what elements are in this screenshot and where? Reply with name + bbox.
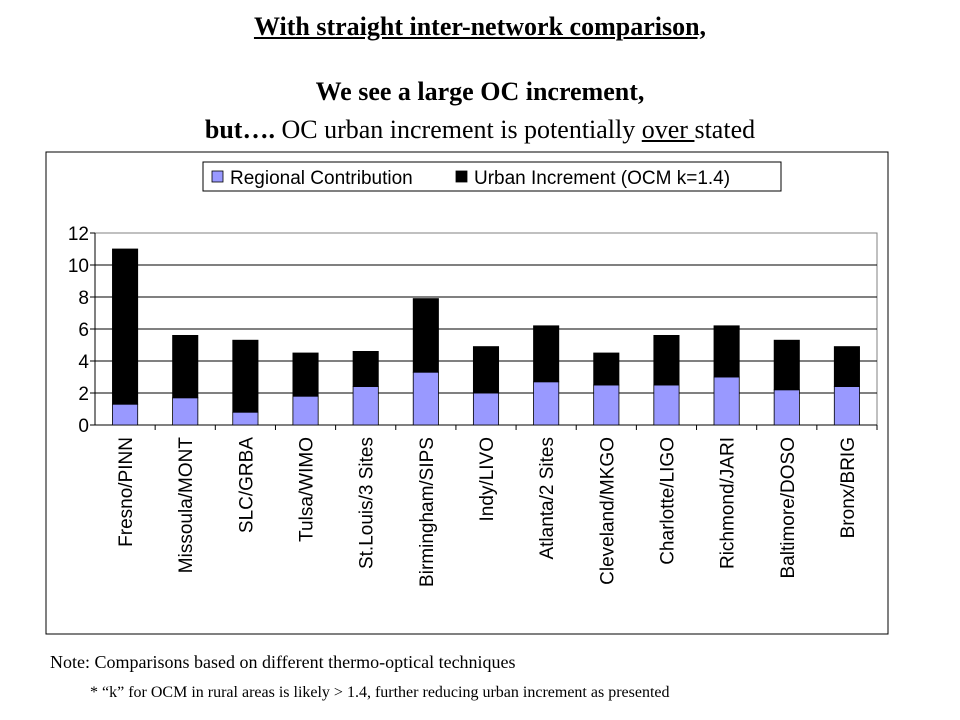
bar-urban bbox=[232, 339, 259, 413]
subtitle-end: stated bbox=[694, 115, 756, 144]
bars bbox=[112, 248, 860, 426]
bar-regional bbox=[533, 381, 560, 426]
bar-regional bbox=[653, 384, 680, 426]
page-subtitle: We see a large OC increment, bbox=[315, 77, 645, 106]
bar-urban bbox=[172, 334, 199, 399]
x-category-label: Missoula/MONT bbox=[176, 437, 197, 574]
bar-urban bbox=[713, 325, 740, 378]
legend-swatch-regional bbox=[211, 170, 224, 183]
y-axis: 0 2 4 6 8 10 12 bbox=[68, 224, 95, 437]
y-tick-label: 12 bbox=[68, 224, 89, 245]
x-category-label: SLC/GRBA bbox=[236, 437, 257, 533]
page-title: With straight inter-network comparison, bbox=[253, 12, 707, 41]
bar-urban bbox=[412, 298, 439, 373]
bar-regional bbox=[352, 386, 379, 426]
bar-urban bbox=[472, 346, 500, 394]
y-tick-label: 0 bbox=[78, 416, 89, 437]
legend-label-urban: Urban Increment (OCM k=1.4) bbox=[474, 168, 730, 189]
x-category-label: Fresno/PINN bbox=[116, 437, 137, 547]
bar-regional bbox=[773, 389, 800, 426]
x-category-label: St.Louis/3 Sites bbox=[357, 437, 378, 569]
y-tick-label: 4 bbox=[78, 352, 89, 373]
x-category-label: Tulsa/WIMO bbox=[297, 437, 318, 542]
bar-urban bbox=[533, 325, 560, 383]
bar-urban bbox=[653, 334, 680, 386]
bar-urban bbox=[292, 352, 319, 397]
x-axis: Fresno/PINN Missoula/MONT SLC/GRBA Tulsa/WI… bbox=[116, 425, 878, 587]
subtitle-plain: OC urban increment is potentially bbox=[274, 115, 642, 144]
subtitle-bold: but…. bbox=[204, 115, 275, 144]
x-category-label: Richmond/JARI bbox=[718, 437, 739, 569]
bar-regional bbox=[232, 411, 259, 426]
x-category-label: Charlotte/LIGO bbox=[657, 437, 678, 565]
legend: Regional Contribution Urban Increment (O… bbox=[202, 161, 782, 192]
y-tick-label: 2 bbox=[78, 384, 89, 405]
subtitle-underlined: over bbox=[641, 115, 695, 144]
x-category-label: Atlanta/2 Sites bbox=[537, 437, 558, 560]
bar-urban bbox=[112, 248, 139, 405]
bar-regional bbox=[593, 384, 620, 426]
bar-regional bbox=[833, 386, 860, 426]
footnote: * “k” for OCM in rural areas is likely >… bbox=[90, 684, 670, 701]
legend-box bbox=[202, 161, 782, 192]
bar-urban bbox=[833, 346, 860, 388]
bar-urban bbox=[773, 339, 800, 391]
legend-label-regional: Regional Contribution bbox=[230, 168, 413, 189]
legend-swatch-urban bbox=[455, 170, 468, 183]
bar-urban bbox=[352, 350, 379, 387]
comparison-note: Note: Comparisons based on different the… bbox=[50, 652, 516, 672]
x-category-label: Baltimore/DOSO bbox=[778, 437, 799, 578]
y-tick-label: 10 bbox=[68, 256, 89, 277]
x-category-label: Bronx/BRIG bbox=[838, 437, 859, 538]
bar-regional bbox=[472, 392, 500, 426]
bar-regional bbox=[172, 397, 199, 426]
x-category-label: Cleveland/MKGO bbox=[597, 437, 618, 585]
bar-regional bbox=[112, 403, 139, 426]
bar-urban bbox=[593, 352, 620, 386]
y-tick-label: 8 bbox=[78, 288, 89, 309]
x-category-label: Birmingham/SIPS bbox=[417, 437, 438, 587]
page-subtitle-line3: but…. OC urban increment is potentially … bbox=[0, 115, 960, 145]
bar-regional bbox=[292, 395, 319, 426]
y-tick-label: 6 bbox=[78, 320, 89, 341]
x-category-label: Indy/LIVO bbox=[477, 437, 498, 522]
bar-regional bbox=[412, 371, 439, 426]
bar-regional bbox=[713, 376, 740, 426]
